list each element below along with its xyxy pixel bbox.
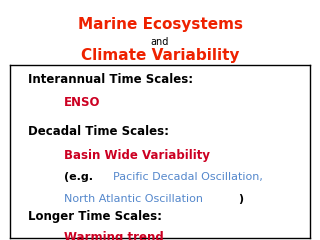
- Text: ): ): [238, 193, 243, 204]
- Text: Longer Time Scales:: Longer Time Scales:: [28, 210, 162, 223]
- Text: North Atlantic Oscillation: North Atlantic Oscillation: [64, 193, 203, 204]
- Text: Climate Variability: Climate Variability: [81, 48, 239, 63]
- Text: Warming trend: Warming trend: [64, 231, 164, 240]
- Text: Marine Ecosystems: Marine Ecosystems: [77, 17, 243, 32]
- Text: Decadal Time Scales:: Decadal Time Scales:: [28, 125, 169, 138]
- Text: ENSO: ENSO: [64, 96, 100, 109]
- Text: and: and: [151, 37, 169, 47]
- Text: Interannual Time Scales:: Interannual Time Scales:: [28, 72, 193, 86]
- Text: Basin Wide Variability: Basin Wide Variability: [64, 150, 210, 162]
- Text: (e.g.: (e.g.: [64, 172, 97, 182]
- Text: Pacific Decadal Oscillation,: Pacific Decadal Oscillation,: [113, 172, 263, 182]
